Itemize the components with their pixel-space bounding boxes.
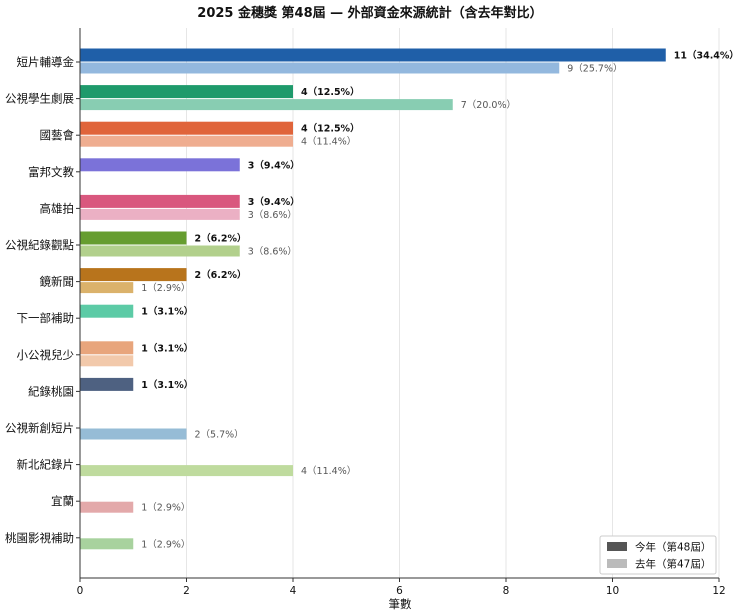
bar-previous: [80, 465, 293, 477]
category-label: 公視學生劇展: [5, 92, 74, 106]
data-label-current: 1（3.1%）: [141, 306, 193, 318]
category-label: 桃園影視補助: [5, 531, 74, 545]
bar-previous: [80, 538, 134, 550]
category-label: 紀錄桃園: [28, 384, 74, 398]
data-label-previous: 1（2.9%）: [141, 502, 190, 514]
data-label-previous: 3（8.6%）: [248, 246, 297, 258]
data-label-current: 2（6.2%）: [195, 233, 247, 245]
x-tick-label: 10: [606, 585, 619, 597]
data-label-current: 1（3.1%）: [141, 342, 193, 354]
x-tick-label: 4: [290, 585, 297, 597]
data-label-previous: 1（2.9%）: [141, 538, 190, 550]
data-label-current: 4（12.5%）: [301, 86, 360, 98]
data-label-previous: 9（25.7%）: [567, 63, 622, 75]
data-label-previous: 4（11.4%）: [301, 465, 356, 477]
legend: 今年（第48屆） 去年（第47屆）: [599, 535, 717, 575]
data-label-previous: 4（11.4%）: [301, 136, 356, 148]
data-label-previous: 3（8.6%）: [248, 209, 297, 221]
category-label: 小公視兒少: [17, 348, 75, 362]
bar-current: [80, 231, 187, 245]
legend-label-previous: 去年（第47屆）: [635, 558, 711, 571]
bar-current: [80, 304, 134, 318]
category-label: 富邦文教: [28, 165, 74, 179]
category-label: 新北紀錄片: [17, 458, 75, 472]
x-tick-label: 8: [503, 585, 510, 597]
bar-current: [80, 377, 134, 391]
x-axis-title: 筆數: [389, 597, 412, 611]
bar-previous: [80, 208, 240, 220]
category-label: 宜蘭: [51, 494, 74, 508]
bar-current: [80, 158, 240, 172]
data-label-current: 2（6.2%）: [195, 269, 247, 281]
category-label: 短片輔導金: [17, 55, 75, 69]
bar-previous: [80, 99, 453, 111]
axes: [76, 28, 720, 582]
bar-previous: [80, 245, 240, 257]
category-label: 高雄拍: [40, 201, 75, 215]
legend-swatch-current: [607, 542, 627, 551]
x-tick-labels: 0 2 4 6 8 10 12: [77, 585, 726, 597]
chart-title: 2025 金穗獎 第48屆 — 外部資金來源統計（含去年對比）: [197, 5, 542, 21]
x-tick-label: 12: [712, 585, 725, 597]
data-label-previous: 1（2.9%）: [141, 282, 190, 294]
data-label-current: 3（9.4%）: [248, 196, 300, 208]
bar-current: [80, 268, 187, 282]
bar-previous: [80, 428, 187, 440]
category-label: 國藝會: [40, 128, 75, 142]
bar-previous: [80, 501, 134, 513]
data-label-previous: 2（5.7%）: [195, 429, 244, 441]
data-label-current: 11（34.4%）: [674, 50, 739, 62]
category-label: 公視新創短片: [5, 421, 74, 435]
bar-current: [80, 194, 240, 208]
data-label-current: 3（9.4%）: [248, 159, 300, 171]
bar-previous: [80, 62, 560, 74]
category-label: 鏡新聞: [40, 275, 75, 289]
category-labels: 短片輔導金公視學生劇展國藝會富邦文教高雄拍公視紀錄觀點鏡新聞下一部補助小公視兒少…: [5, 55, 74, 545]
bar-current: [80, 341, 134, 355]
data-label-current: 1（3.1%）: [141, 379, 193, 391]
bar-current: [80, 121, 293, 135]
data-label-previous: 7（20.0%）: [461, 99, 516, 111]
bar-previous: [80, 282, 134, 294]
value-labels: 11（34.4%） 9（25.7%） 4（12.5%） 7（20.0%） 4（12.5%…: [141, 50, 739, 551]
bar-current: [80, 85, 293, 99]
legend-frame: [599, 535, 717, 575]
bar-current: [80, 48, 666, 62]
bar-previous: [80, 135, 293, 147]
x-tick-label: 2: [183, 585, 190, 597]
legend-swatch-previous: [607, 559, 627, 568]
category-label: 公視紀錄觀點: [5, 238, 74, 252]
bars: [80, 48, 666, 550]
data-label-current: 4（12.5%）: [301, 123, 360, 135]
gridlines: [79, 28, 720, 578]
x-tick-label: 6: [396, 585, 403, 597]
legend-label-current: 今年（第48屆）: [635, 541, 711, 554]
category-label: 下一部補助: [17, 311, 75, 325]
x-tick-label: 0: [77, 585, 84, 597]
bar-previous: [80, 355, 134, 367]
